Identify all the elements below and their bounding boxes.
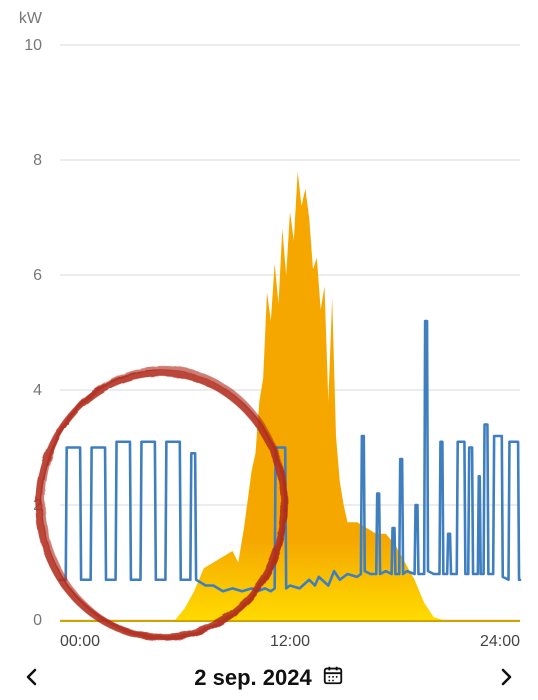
y-unit-label: kW — [19, 10, 43, 27]
date-label-group[interactable]: 2 sep. 2024 — [194, 664, 343, 692]
date-label: 2 sep. 2024 — [194, 665, 311, 691]
y-tick-label: 6 — [33, 267, 42, 284]
y-tick-label: 8 — [33, 152, 42, 169]
calendar-icon — [322, 664, 344, 692]
energy-chart: 0246810kW00:0012:0024:00 — [0, 0, 538, 700]
y-tick-label: 4 — [33, 382, 42, 399]
y-tick-label: 0 — [33, 612, 42, 629]
x-tick-label: 00:00 — [60, 633, 100, 650]
y-tick-label: 10 — [24, 37, 42, 54]
x-tick-label: 12:00 — [270, 633, 310, 650]
next-day-button[interactable] — [496, 663, 516, 694]
x-tick-label: 24:00 — [480, 633, 520, 650]
date-navigator: 2 sep. 2024 — [0, 656, 538, 700]
prev-day-button[interactable] — [22, 663, 42, 694]
